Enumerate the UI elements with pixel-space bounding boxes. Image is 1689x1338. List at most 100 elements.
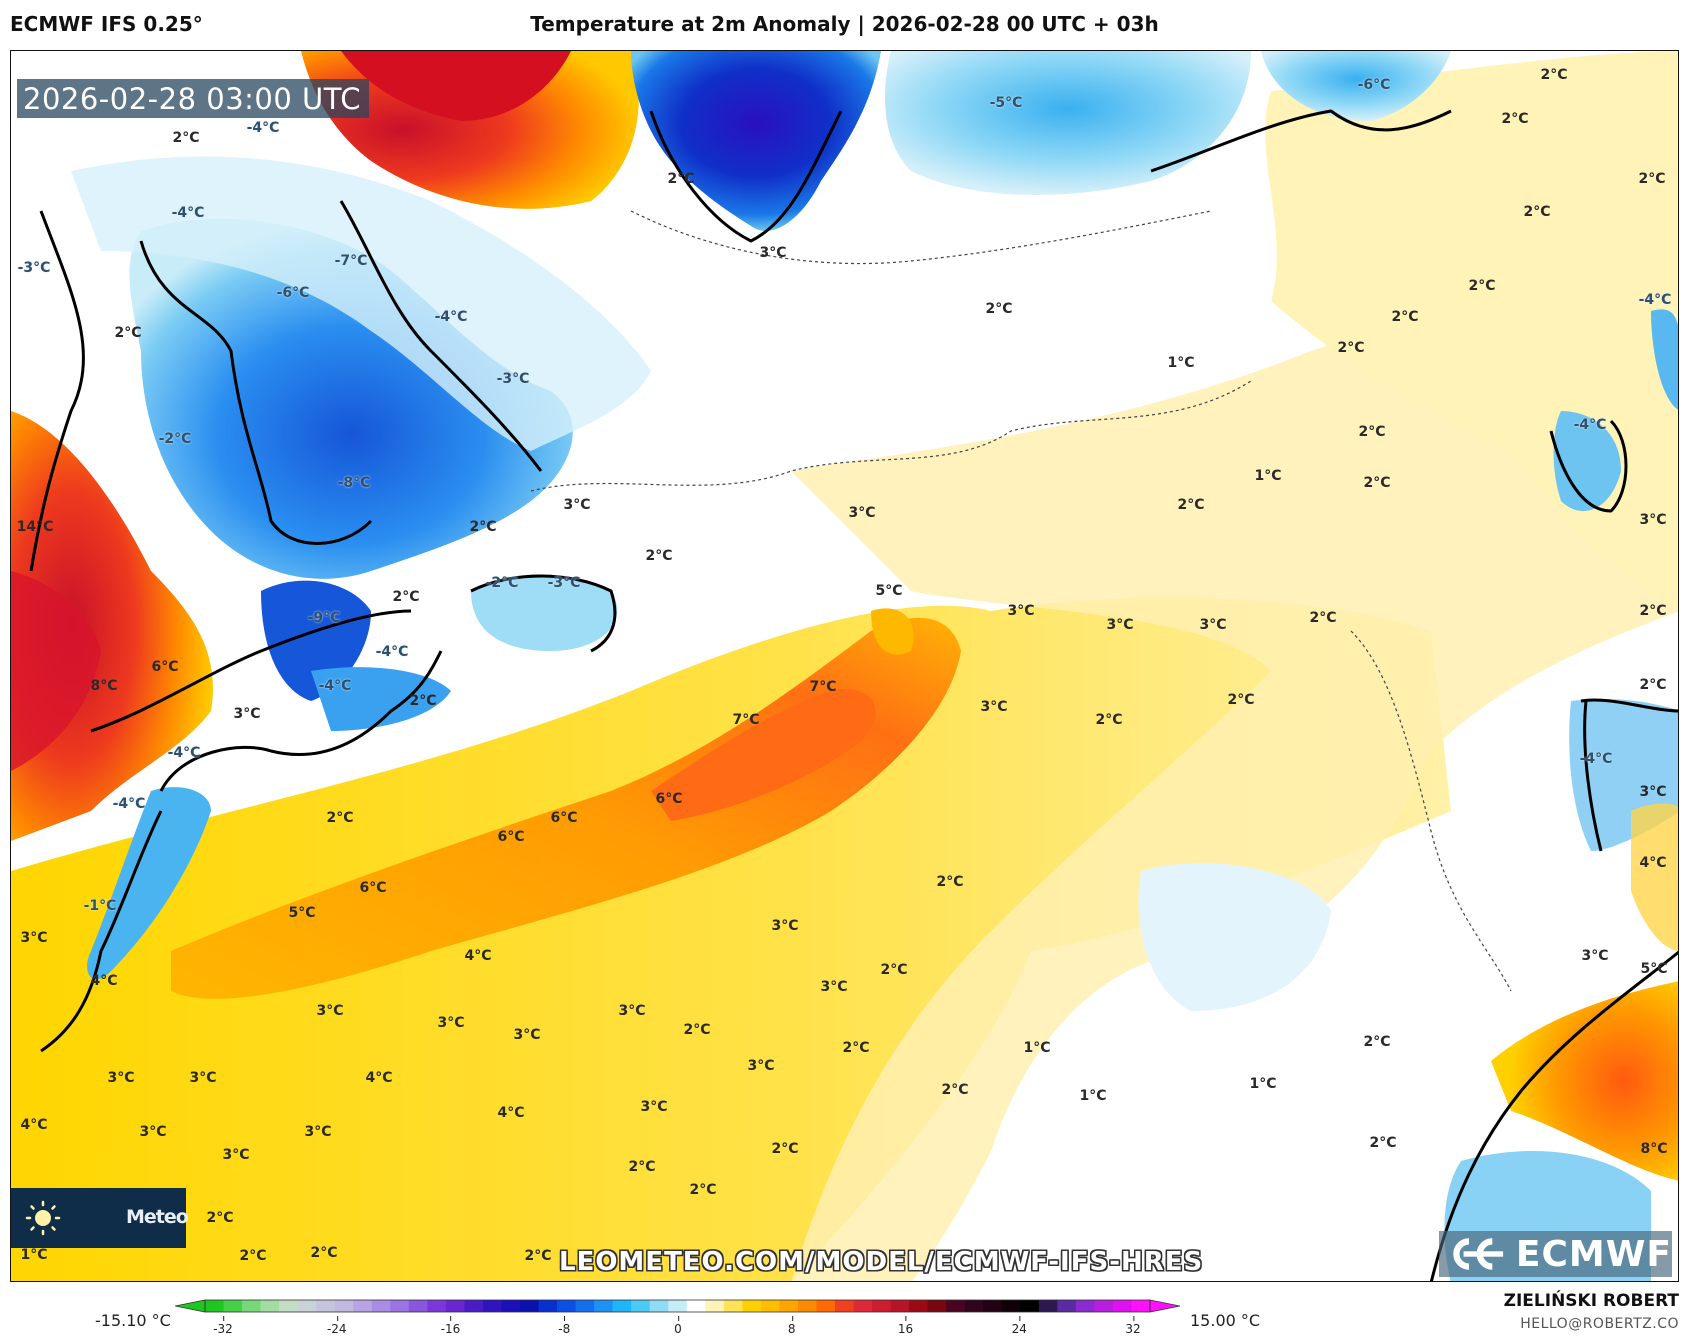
temperature-label: 3°C: [304, 1124, 332, 1140]
temperature-label: 2°C: [1391, 309, 1419, 325]
temperature-label: 1°C: [1249, 1076, 1277, 1092]
temperature-label: 6°C: [550, 810, 578, 826]
colorbar-tick: 16: [898, 1316, 913, 1336]
temperature-label: 2°C: [842, 1040, 870, 1056]
temperature-label: -7°C: [334, 253, 368, 269]
temperature-label: 1°C: [1079, 1088, 1107, 1104]
temperature-label: 1°C: [20, 1247, 48, 1263]
temperature-label: 6°C: [359, 880, 387, 896]
temperature-label: 2°C: [1369, 1135, 1397, 1151]
temperature-label: 2°C: [392, 589, 420, 605]
temperature-label: 2°C: [524, 1248, 552, 1264]
temperature-label: -6°C: [276, 285, 310, 301]
temperature-label: 3°C: [233, 706, 261, 722]
temperature-label: 3°C: [759, 245, 787, 261]
temperature-label: 2°C: [1501, 111, 1529, 127]
temperature-label: 8°C: [90, 678, 118, 694]
temperature-label: 7°C: [809, 679, 837, 695]
branding-text: Meteo: [126, 1206, 189, 1228]
temperature-label: 5°C: [1640, 961, 1668, 977]
temperature-label: 4°C: [365, 1070, 393, 1086]
temperature-label: 2°C: [1639, 677, 1667, 693]
temperature-label: 2°C: [239, 1248, 267, 1264]
temperature-label: 2°C: [645, 548, 673, 564]
temperature-label: -4°C: [1579, 751, 1613, 767]
temperature-label: 2°C: [1523, 204, 1551, 220]
ecmwf-logo-text: ECMWF: [1515, 1233, 1672, 1275]
temperature-label: 3°C: [222, 1147, 250, 1163]
temperature-label: 2°C: [689, 1182, 717, 1198]
temperature-label: 2°C: [409, 693, 437, 709]
temperature-label: 1°C: [1254, 468, 1282, 484]
branding-logo-box: Meteo: [11, 1188, 189, 1248]
temperature-label: 4°C: [90, 973, 118, 989]
temperature-label: 2°C: [1095, 712, 1123, 728]
temperature-label: 3°C: [848, 505, 876, 521]
temperature-label: 2°C: [667, 171, 695, 187]
source-watermark-link[interactable]: LEOMETEO.COM/MODEL/ECMWF-IFS-HRES: [559, 1247, 1204, 1277]
temperature-label: 6°C: [151, 659, 179, 675]
temperature-label: -9°C: [307, 610, 341, 626]
temperature-label: -3°C: [17, 260, 51, 276]
temperature-label: 3°C: [20, 930, 48, 946]
temperature-label: -4°C: [167, 745, 201, 761]
temperature-label: 4°C: [464, 948, 492, 964]
colorbar-tick: 8: [788, 1316, 796, 1336]
chart-title: Temperature at 2m Anomaly | 2026-02-28 0…: [530, 12, 1159, 36]
temperature-label: 7°C: [732, 712, 760, 728]
temperature-label: 2°C: [985, 301, 1013, 317]
temperature-label: -3°C: [547, 575, 581, 591]
temperature-label: 6°C: [655, 791, 683, 807]
temperature-label: 3°C: [618, 1003, 646, 1019]
temperature-label: 3°C: [980, 699, 1008, 715]
temperature-anomaly-map[interactable]: 2026-02-28 03:00 UTC -4°C 2°C -4°C -3°C -7°C…: [10, 50, 1679, 1282]
temperature-label: 2°C: [1309, 610, 1337, 626]
temperature-label: 2°C: [1337, 340, 1365, 356]
temperature-label: 2°C: [1358, 424, 1386, 440]
temperature-label: -4°C: [375, 644, 409, 660]
temperature-label: 3°C: [563, 497, 591, 513]
temperature-label: 2°C: [628, 1159, 656, 1175]
temperature-label: -2°C: [485, 575, 519, 591]
temperature-label: 2°C: [1177, 497, 1205, 513]
temperature-label: -3°C: [496, 371, 530, 387]
colorbar: [175, 1299, 1180, 1313]
temperature-label: 3°C: [1106, 617, 1134, 633]
temperature-label: 2°C: [683, 1022, 711, 1038]
temperature-label: 2°C: [771, 1141, 799, 1157]
temperature-label: 4°C: [20, 1117, 48, 1133]
colorbar-tick: -8: [558, 1316, 570, 1336]
temperature-label: 2°C: [1363, 475, 1391, 491]
temperature-label: 2°C: [172, 130, 200, 146]
temperature-label: -4°C: [434, 309, 468, 325]
temperature-label: 2°C: [469, 519, 497, 535]
temperature-label: 3°C: [747, 1058, 775, 1074]
colorbar-tick: 0: [674, 1316, 682, 1336]
temperature-label: 2°C: [1363, 1034, 1391, 1050]
temperature-label: 1°C: [1023, 1040, 1051, 1056]
temperature-label: 2°C: [326, 810, 354, 826]
temperature-label: 5°C: [875, 583, 903, 599]
ecmwf-mark-icon: [1453, 1238, 1504, 1270]
colorbar-max-label: 15.00 °C: [1190, 1311, 1261, 1330]
temperature-label: 2°C: [941, 1082, 969, 1098]
temperature-label: 2°C: [1227, 692, 1255, 708]
temperature-label: -4°C: [112, 796, 146, 812]
temperature-label: 3°C: [316, 1003, 344, 1019]
temperature-label: -5°C: [989, 95, 1023, 111]
temperature-label: 5°C: [288, 905, 316, 921]
colorbar-tick: -16: [441, 1316, 460, 1336]
temperature-label: 3°C: [1007, 603, 1035, 619]
temperature-label: 3°C: [1581, 948, 1609, 964]
temperature-label: 6°C: [497, 829, 525, 845]
temperature-label: 2°C: [1638, 171, 1666, 187]
temperature-label: 2°C: [1468, 278, 1496, 294]
model-name: ECMWF IFS 0.25°: [10, 12, 203, 36]
temperature-label: 3°C: [139, 1124, 167, 1140]
valid-time-label: 2026-02-28 03:00 UTC: [17, 79, 370, 118]
temperature-label: 3°C: [1199, 617, 1227, 633]
temperature-label: -1°C: [83, 898, 117, 914]
sun-icon: [25, 1200, 61, 1236]
temperature-label: 2°C: [114, 325, 142, 341]
temperature-label: 1°C: [1167, 355, 1195, 371]
